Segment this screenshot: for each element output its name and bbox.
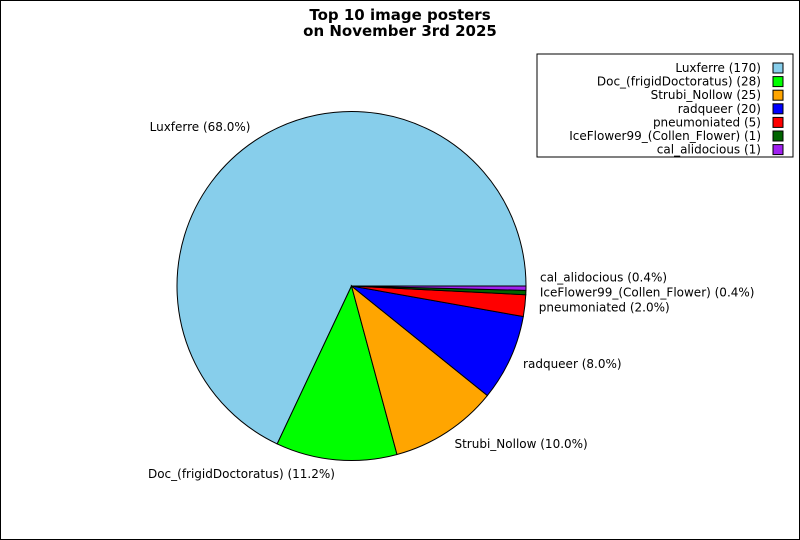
- legend-swatch: [772, 76, 784, 88]
- legend-label: Strubi_Nollow (25): [651, 88, 761, 102]
- pie-slice-strubi-nollow: [350, 284, 489, 456]
- legend-label: Luxferre (170): [675, 61, 761, 75]
- legend-swatch: [772, 62, 784, 74]
- legend-box: [536, 53, 794, 158]
- pie-slice-doc-frigiddoctoratus-: [276, 284, 398, 461]
- slice-label: cal_alidocious (0.4%): [540, 270, 667, 284]
- legend-label: IceFlower99_(Collen_Flower) (1): [569, 129, 761, 143]
- slice-label: Doc_(frigidDoctoratus) (11.2%): [148, 467, 335, 481]
- slice-label: IceFlower99_(Collen_Flower) (0.4%): [540, 285, 755, 299]
- slice-label: pneumoniated (2.0%): [539, 300, 670, 314]
- legend-swatch: [772, 103, 784, 115]
- chart-title-line-1: Top 10 image posters: [309, 6, 490, 24]
- legend-label: Doc_(frigidDoctoratus) (28): [597, 75, 761, 89]
- legend-label: pneumoniated (5): [653, 115, 761, 129]
- pie-slice-luxferre: [176, 110, 527, 445]
- chart-title-line-2: on November 3rd 2025: [303, 22, 497, 40]
- legend: Luxferre (170)Doc_(frigidDoctoratus) (28…: [536, 53, 794, 158]
- slice-label: radqueer (8.0%): [523, 357, 622, 371]
- slice-label: Luxferre (68.0%): [150, 120, 251, 134]
- slice-label: Strubi_Nollow (10.0%): [454, 437, 587, 451]
- pie-slice-cal-alidocious: [351, 285, 527, 291]
- legend-swatch: [772, 89, 784, 101]
- legend-swatch: [772, 144, 784, 156]
- legend-label: cal_alidocious (1): [657, 143, 761, 157]
- legend-label: radqueer (20): [678, 102, 761, 116]
- legend-swatch: [772, 116, 784, 128]
- legend-swatch: [772, 130, 784, 142]
